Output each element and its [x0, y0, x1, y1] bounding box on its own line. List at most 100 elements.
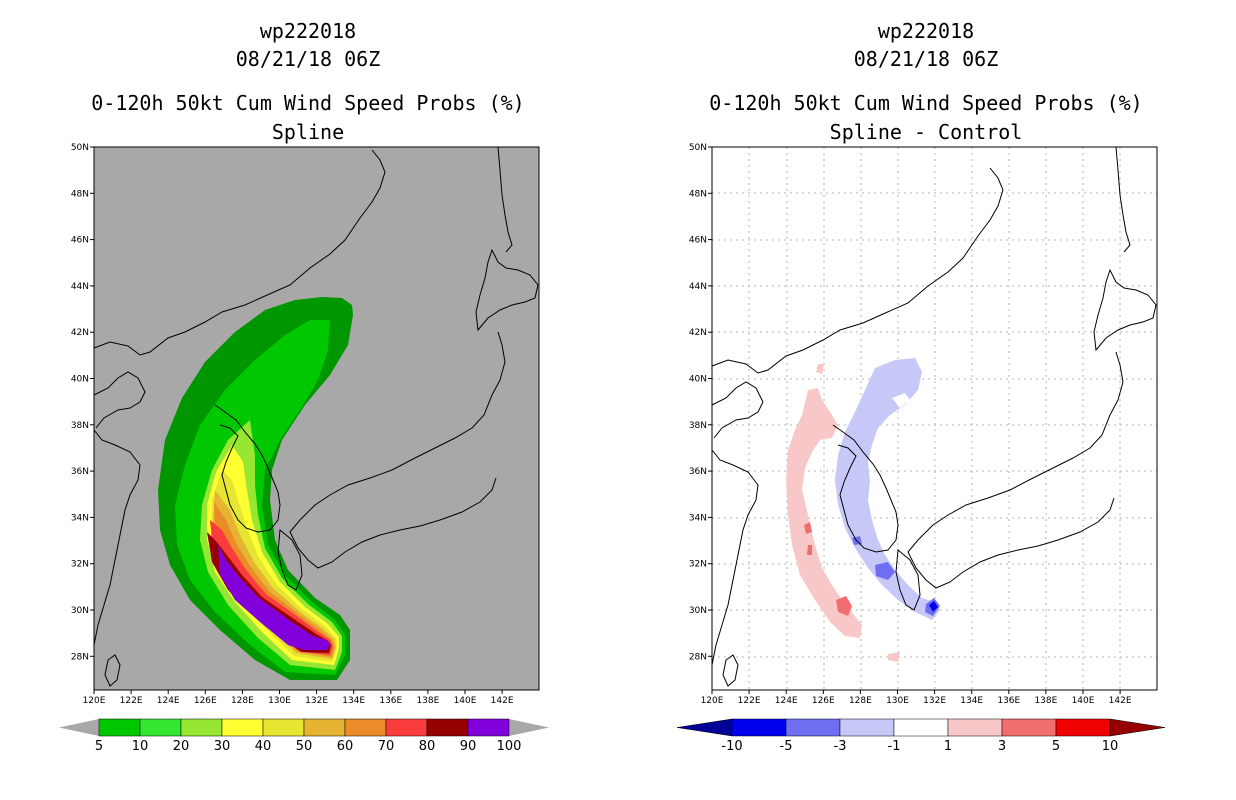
- lat-tick-label: 28N: [71, 652, 89, 662]
- lon-tick-label: 124E: [157, 696, 180, 706]
- lon-tick-label: 132E: [923, 696, 946, 706]
- colorbar-swatch: [262, 718, 305, 737]
- coastline-japan-south: [907, 497, 1115, 589]
- lon-tick-label: 140E: [454, 696, 477, 706]
- lat-tick-label: 42N: [71, 328, 89, 338]
- colorbar-label: 30: [214, 739, 231, 754]
- diff-positive-mid-3: [807, 545, 812, 555]
- swath-band-100: [218, 545, 330, 650]
- coastline-bohai: [711, 381, 764, 439]
- lat-tick-label: 34N: [71, 513, 89, 523]
- left-coastlines: [93, 146, 539, 687]
- colorbar-swatch: [98, 718, 141, 737]
- colorbar-swatch: [221, 718, 264, 737]
- lat-tick-label: 36N: [689, 467, 707, 477]
- right-map-grid: [712, 147, 1157, 690]
- colorbar-swatch: [839, 718, 895, 737]
- lat-tick-label: 28N: [689, 652, 707, 662]
- coastline-taiwan: [722, 654, 739, 687]
- colorbar-swatch: [1055, 718, 1111, 737]
- colorbar-swatch: [139, 718, 182, 737]
- colorbar-label: -3: [834, 739, 847, 754]
- colorbar-swatch: [303, 718, 346, 737]
- lat-tick-label: 30N: [71, 606, 89, 616]
- lat-tick-label: 30N: [689, 606, 707, 616]
- coastline-japan-honshu: [907, 351, 1124, 553]
- left-storm-id: wp222018: [260, 19, 356, 43]
- lon-tick-label: 132E: [305, 696, 328, 706]
- colorbar-lower-arrow: [676, 718, 733, 737]
- lon-tick-label: 124E: [775, 696, 798, 706]
- coastline-taiwan: [104, 654, 121, 687]
- diff-hole: [892, 393, 910, 408]
- right-difference-field: [786, 358, 940, 662]
- coastline-sakhalin: [1115, 146, 1131, 253]
- colorbar-swatch: [180, 718, 223, 737]
- colorbar-upper-arrow: [509, 719, 549, 736]
- diff-negative-mid: [875, 562, 895, 580]
- lat-tick-label: 36N: [71, 467, 89, 477]
- colorbar-label: 3: [998, 739, 1006, 754]
- lat-tick-label: 34N: [689, 513, 707, 523]
- lat-tick-label: 40N: [689, 375, 707, 385]
- lon-tick-label: 120E: [83, 696, 106, 706]
- colorbar-swatch: [426, 718, 469, 737]
- lon-tick-label: 140E: [1072, 696, 1095, 706]
- coastline-kyushu: [895, 549, 921, 611]
- right-panel: wp222018 08/21/18 06Z 0-120h 50kt Cum Wi…: [676, 19, 1166, 754]
- colorbar-label: 10: [1102, 739, 1119, 754]
- colorbar-label: 50: [296, 739, 313, 754]
- colorbar-lower-arrow: [59, 719, 99, 736]
- left-lon-ticks: 120E 122E 124E 126E 128E 130E 132E 134E 136E 138E…: [83, 690, 514, 706]
- lon-tick-label: 128E: [849, 696, 872, 706]
- coastline-china-east: [711, 449, 759, 666]
- coastline-hokkaido: [475, 248, 539, 332]
- right-colorbar: -10 -5 -3 -1 1 3 5 10: [676, 718, 1166, 754]
- diff-positive-light-2: [816, 364, 824, 374]
- lat-tick-label: 40N: [71, 375, 89, 385]
- lat-tick-label: 42N: [689, 328, 707, 338]
- left-lat-ticks: 50N 48N 46N 44N 42N 40N 38N 36N 34N 32N 30N 28N: [71, 143, 94, 662]
- left-colorbar: 5 10 20 30 40 50 60 70 80 90 100: [59, 718, 549, 754]
- colorbar-label: 5: [1052, 739, 1060, 754]
- lat-tick-label: 32N: [689, 560, 707, 570]
- colorbar-label: 70: [378, 739, 395, 754]
- right-lat-ticks: 50N 48N 46N 44N 42N 40N 38N 36N 34N 32N 30N 28N: [689, 143, 712, 662]
- lon-tick-label: 120E: [701, 696, 724, 706]
- colorbar-label: -10: [721, 739, 742, 754]
- left-subtitle: Spline: [272, 120, 344, 144]
- colorbar-swatch: [1001, 718, 1057, 737]
- coastline-china-east: [93, 429, 141, 646]
- diff-positive-mid: [836, 596, 852, 616]
- lat-tick-label: 38N: [689, 421, 707, 431]
- colorbar-label: 90: [460, 739, 477, 754]
- coastline-kyushu: [277, 529, 303, 591]
- diff-positive-light-3: [888, 652, 900, 662]
- coastline-korea: [832, 424, 899, 553]
- lon-tick-label: 142E: [491, 696, 514, 706]
- left-panel: wp222018 08/21/18 06Z 0-120h 50kt Cum Wi…: [59, 19, 549, 754]
- colorbar-label: -5: [780, 739, 793, 754]
- diff-positive-mid-2: [804, 522, 812, 534]
- lon-tick-label: 134E: [960, 696, 983, 706]
- colorbar-swatch: [385, 718, 428, 737]
- lon-tick-label: 130E: [268, 696, 291, 706]
- colorbar-swatch: [467, 718, 510, 737]
- colorbar-label: 100: [497, 739, 522, 754]
- lat-tick-label: 44N: [71, 282, 89, 292]
- right-subtitle: Spline - Control: [830, 120, 1023, 144]
- lat-tick-label: 50N: [689, 143, 707, 153]
- lon-tick-label: 136E: [997, 696, 1020, 706]
- lat-tick-label: 46N: [71, 236, 89, 246]
- left-probability-swath: [158, 297, 353, 680]
- right-coastlines: [711, 146, 1157, 687]
- lat-tick-label: 50N: [71, 143, 89, 153]
- lon-tick-label: 136E: [379, 696, 402, 706]
- swath-band-50: [213, 490, 336, 659]
- right-lon-ticks: 120E 122E 124E 126E 128E 130E 132E 134E 136E 138E…: [701, 690, 1132, 706]
- coastline-mainland: [93, 149, 386, 356]
- colorbar-label: -1: [888, 739, 901, 754]
- diff-positive-light: [786, 388, 862, 638]
- lon-tick-label: 126E: [812, 696, 835, 706]
- swath-band-30: [207, 445, 339, 665]
